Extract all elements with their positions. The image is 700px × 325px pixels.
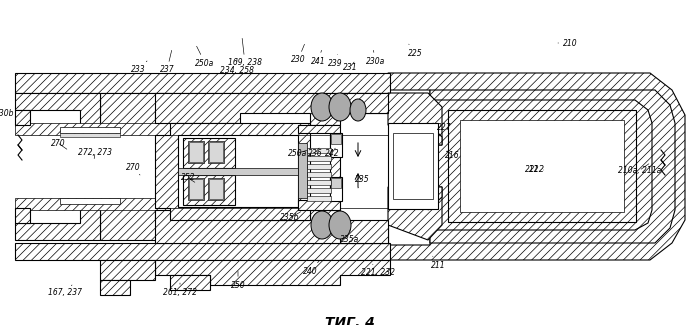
Text: 236: 236	[308, 148, 322, 158]
Polygon shape	[100, 93, 170, 125]
Polygon shape	[189, 179, 203, 199]
Polygon shape	[178, 135, 298, 207]
Polygon shape	[307, 148, 331, 153]
Text: 216: 216	[444, 150, 459, 160]
Polygon shape	[430, 90, 675, 243]
Polygon shape	[307, 164, 331, 169]
Ellipse shape	[329, 93, 351, 121]
Polygon shape	[388, 93, 442, 145]
Text: 240: 240	[302, 261, 319, 276]
Polygon shape	[331, 178, 341, 188]
Text: 242: 242	[325, 148, 340, 158]
Text: 227: 227	[433, 123, 452, 132]
Polygon shape	[15, 73, 390, 93]
Polygon shape	[155, 210, 388, 243]
Text: 252: 252	[181, 174, 195, 183]
Text: 210: 210	[558, 38, 577, 47]
Text: 212: 212	[525, 165, 544, 175]
Polygon shape	[307, 172, 331, 177]
Polygon shape	[428, 123, 442, 145]
Text: 230: 230	[290, 44, 305, 64]
Text: 270: 270	[126, 162, 140, 175]
Polygon shape	[155, 123, 310, 220]
Polygon shape	[307, 180, 331, 185]
Polygon shape	[460, 120, 624, 212]
Polygon shape	[330, 177, 342, 201]
Polygon shape	[155, 93, 388, 125]
Text: 221, 232: 221, 232	[361, 264, 395, 278]
Polygon shape	[209, 142, 223, 162]
Polygon shape	[170, 275, 210, 290]
Polygon shape	[448, 110, 636, 222]
Polygon shape	[15, 110, 30, 125]
Text: 211: 211	[430, 256, 445, 269]
Polygon shape	[388, 73, 685, 260]
Text: 272, 273: 272, 273	[78, 149, 112, 159]
Polygon shape	[307, 156, 331, 161]
Polygon shape	[155, 260, 390, 285]
Text: 233: 233	[131, 61, 147, 74]
Ellipse shape	[311, 93, 333, 121]
Polygon shape	[60, 133, 120, 137]
Polygon shape	[183, 175, 235, 205]
Text: 234, 258: 234, 258	[220, 58, 254, 74]
Polygon shape	[15, 198, 170, 210]
Polygon shape	[100, 208, 170, 240]
Polygon shape	[307, 196, 331, 201]
Polygon shape	[331, 134, 341, 144]
Text: 239: 239	[328, 54, 342, 68]
Polygon shape	[60, 198, 120, 204]
Polygon shape	[15, 243, 390, 260]
Text: 250a: 250a	[288, 149, 307, 158]
Polygon shape	[178, 168, 298, 175]
Text: ΤИГ. 4: ΤИГ. 4	[325, 316, 375, 325]
Polygon shape	[307, 188, 331, 193]
Polygon shape	[60, 127, 120, 133]
Text: 225: 225	[407, 44, 422, 58]
Polygon shape	[298, 143, 307, 198]
Polygon shape	[393, 133, 433, 199]
Text: 231: 231	[343, 62, 357, 72]
Polygon shape	[188, 178, 204, 200]
Ellipse shape	[329, 211, 351, 239]
Polygon shape	[15, 93, 100, 125]
Text: 167, 237: 167, 237	[48, 285, 82, 297]
Ellipse shape	[350, 99, 366, 121]
Polygon shape	[340, 220, 388, 243]
Polygon shape	[189, 142, 203, 162]
Polygon shape	[188, 141, 204, 163]
Polygon shape	[388, 123, 438, 209]
Polygon shape	[330, 133, 342, 157]
Text: 169, 238: 169, 238	[228, 38, 262, 68]
Polygon shape	[209, 179, 223, 199]
Polygon shape	[15, 208, 100, 240]
Text: 210a, 211a: 210a, 211a	[618, 164, 662, 175]
Polygon shape	[208, 141, 224, 163]
Polygon shape	[340, 93, 388, 113]
Text: 235b: 235b	[280, 212, 301, 223]
Text: 235: 235	[355, 176, 370, 188]
Text: 230b: 230b	[0, 107, 18, 118]
Text: 250: 250	[231, 271, 245, 290]
Polygon shape	[298, 125, 340, 210]
Text: 235a: 235a	[340, 230, 360, 244]
Polygon shape	[183, 138, 235, 168]
Polygon shape	[15, 208, 30, 223]
Polygon shape	[15, 123, 170, 135]
Polygon shape	[390, 125, 436, 207]
Text: 230a: 230a	[366, 50, 386, 66]
Polygon shape	[100, 280, 130, 295]
Text: 261, 272: 261, 272	[163, 283, 197, 297]
Text: 250a: 250a	[195, 46, 215, 68]
Polygon shape	[208, 178, 224, 200]
Text: 237: 237	[160, 50, 174, 74]
Polygon shape	[100, 260, 155, 280]
Text: 241: 241	[311, 50, 326, 66]
Polygon shape	[428, 187, 442, 210]
Ellipse shape	[311, 211, 333, 239]
Text: 212: 212	[529, 165, 545, 175]
Text: 270: 270	[50, 138, 67, 149]
Polygon shape	[388, 187, 442, 240]
